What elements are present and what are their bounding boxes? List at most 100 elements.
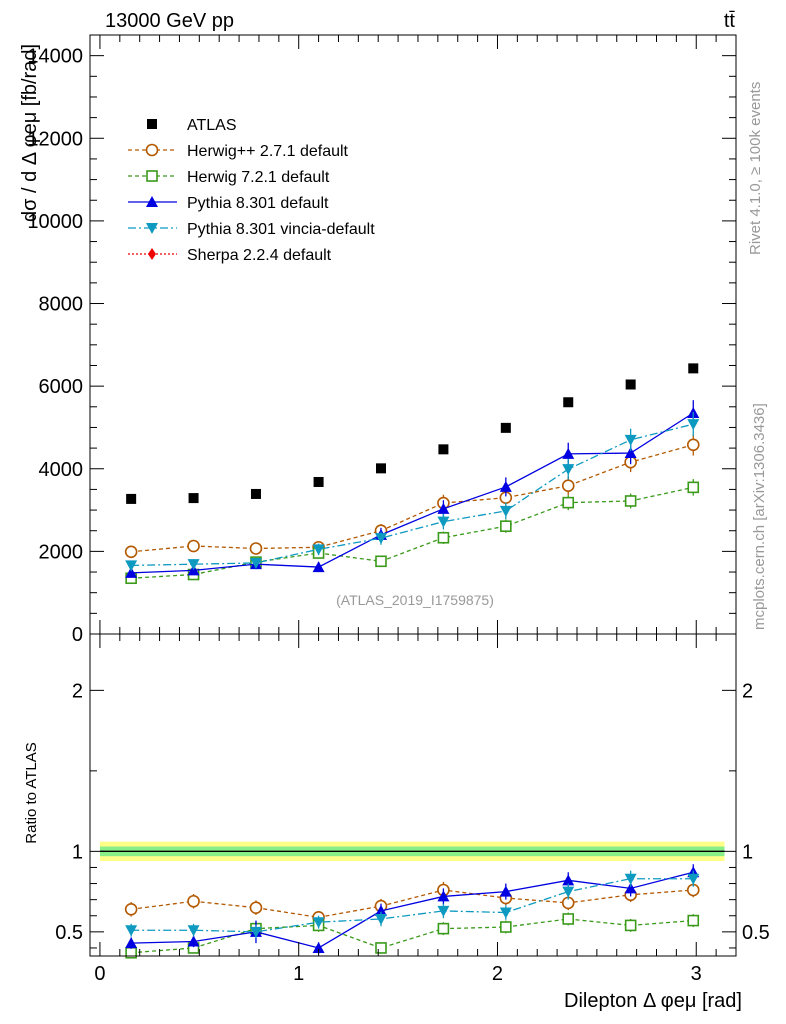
- legend-marker: [147, 119, 157, 129]
- ratio-point: [187, 935, 200, 947]
- ratio-point: [562, 886, 575, 898]
- main-point: [250, 488, 261, 499]
- main-ytick-label: 10000: [27, 211, 83, 233]
- main-point: [374, 533, 387, 545]
- ratio-point: [499, 907, 512, 919]
- main-point: [499, 505, 512, 517]
- ratio-point: [687, 914, 700, 927]
- legend-label: Pythia 8.301 default: [187, 195, 329, 212]
- ratio-ytick-label: 1: [72, 841, 83, 863]
- main-line-pythia-8-301-vincia-default: [131, 423, 694, 567]
- main-point: [437, 502, 450, 514]
- ratio-point: [624, 919, 637, 932]
- main-point: [500, 422, 511, 433]
- ratio-ytick-label: 2: [72, 680, 83, 702]
- ratio-xtick-label: 0: [94, 963, 105, 985]
- rivet-label: Rivet 4.1.0, ≥ 100k events: [747, 82, 764, 255]
- legend-label: Herwig++ 2.7.1 default: [187, 143, 349, 160]
- main-ytick-label: 6000: [39, 376, 84, 398]
- ratio-point: [249, 901, 263, 915]
- ratio-ylabel: Ratio to ATLAS: [23, 742, 40, 843]
- ratio-point: [375, 942, 387, 954]
- main-line-herwig-2-7-1-default: [131, 444, 694, 553]
- main-ytick-label: 12000: [27, 128, 83, 150]
- main-line-pythia-8-301-default: [131, 412, 694, 574]
- main-ytick-label: 4000: [39, 459, 84, 481]
- main-ytick-label: 14000: [27, 46, 83, 68]
- ratio-point: [687, 873, 700, 885]
- legend-item-herwig-2-7-1-default: Herwig++ 2.7.1 default: [128, 143, 349, 160]
- main-ytick-label: 8000: [39, 294, 84, 316]
- ratio-point: [374, 904, 387, 916]
- ratio-panel: 0.5 0.5 1 1 2 2 0 1 2 3 Ratio to ATLAS Dilepton Δ…: [23, 633, 770, 1012]
- main-point: [437, 531, 450, 544]
- main-point: [126, 493, 137, 504]
- main-point: [375, 463, 386, 474]
- ratio-line-pythia-8-301-vincia-default: [131, 878, 694, 933]
- main-point: [437, 516, 450, 528]
- ratio-ytick-label-right: 2: [742, 680, 753, 702]
- ratio-point: [187, 894, 200, 908]
- main-point: [312, 561, 325, 573]
- process-label: tt̄: [724, 10, 736, 32]
- ratio-point: [124, 903, 138, 916]
- legend-label: Sherpa 2.2.4 default: [187, 247, 332, 264]
- ratio-point: [437, 890, 450, 902]
- ratio-point: [249, 926, 262, 938]
- ratio-point: [437, 905, 450, 917]
- ratio-series-pythia-8-301-default: [125, 864, 700, 954]
- main-point: [249, 542, 263, 555]
- x-axis-label: Dilepton Δ φeμ [rad]: [564, 990, 742, 1012]
- main-point: [562, 447, 575, 459]
- legend-marker: [146, 223, 158, 234]
- main-series-herwig-2-7-1-default: [124, 434, 700, 559]
- legend-item-atlas: ATLAS: [147, 117, 237, 134]
- legend-item-pythia-8-301-vincia-default: Pythia 8.301 vincia-default: [128, 221, 375, 238]
- ratio-line-herwig-2-7-1-default: [131, 889, 694, 919]
- main-panel: (ATLAS_2019_I1759875) 0 2000 4000 6000 8000 1…: [19, 34, 737, 646]
- legend-label: ATLAS: [187, 117, 237, 134]
- main-point: [562, 464, 575, 476]
- legend: ATLAS Herwig++ 2.7.1 default Herwig 7.2.1 …: [128, 117, 375, 264]
- legend-marker: [145, 143, 159, 157]
- main-ytick-label: 2000: [39, 541, 84, 563]
- ratio-point: [562, 913, 575, 925]
- ratio-line-herwig-7-2-1-default: [131, 918, 694, 954]
- ratio-xtick-label: 1: [293, 963, 304, 985]
- ratio-point: [125, 925, 138, 937]
- legend-item-sherpa-2-2-4-default: Sherpa 2.2.4 default: [128, 247, 332, 264]
- main-point: [125, 560, 138, 572]
- ratio-frame: [89, 633, 737, 957]
- main-point: [124, 545, 138, 559]
- main-point: [687, 419, 700, 431]
- legend-marker: [146, 170, 158, 182]
- main-point: [561, 479, 575, 492]
- legend-label: Pythia 8.301 vincia-default: [187, 221, 375, 238]
- main-ytick-label: 0: [72, 624, 83, 646]
- main-point: [563, 397, 574, 408]
- legend-item-pythia-8-301-default: Pythia 8.301 default: [128, 195, 329, 212]
- main-point: [188, 493, 199, 504]
- ratio-ytick-label-right: 0.5: [742, 922, 770, 944]
- main-point: [624, 495, 637, 507]
- ratio-point: [562, 874, 575, 886]
- main-series-atlas: [126, 363, 699, 504]
- main-point: [686, 438, 700, 452]
- main-point: [624, 434, 637, 446]
- ratio-point: [187, 925, 200, 937]
- main-point: [438, 444, 449, 455]
- ratio-ytick-label-right: 1: [742, 841, 753, 863]
- ratio-point: [374, 913, 387, 925]
- main-point: [125, 566, 138, 578]
- legend-label: Herwig 7.2.1 default: [187, 169, 330, 186]
- ratio-point: [499, 885, 512, 897]
- ratio-point: [437, 922, 450, 935]
- mcplots-label: mcplots.cern.ch [arXiv:1306.3436]: [751, 403, 768, 630]
- ratio-point: [312, 941, 325, 953]
- main-point: [625, 379, 636, 390]
- legend-item-herwig-7-2-1-default: Herwig 7.2.1 default: [128, 169, 330, 186]
- watermark: (ATLAS_2019_I1759875): [336, 592, 494, 608]
- ratio-point: [312, 917, 325, 929]
- ratio-point: [125, 937, 138, 949]
